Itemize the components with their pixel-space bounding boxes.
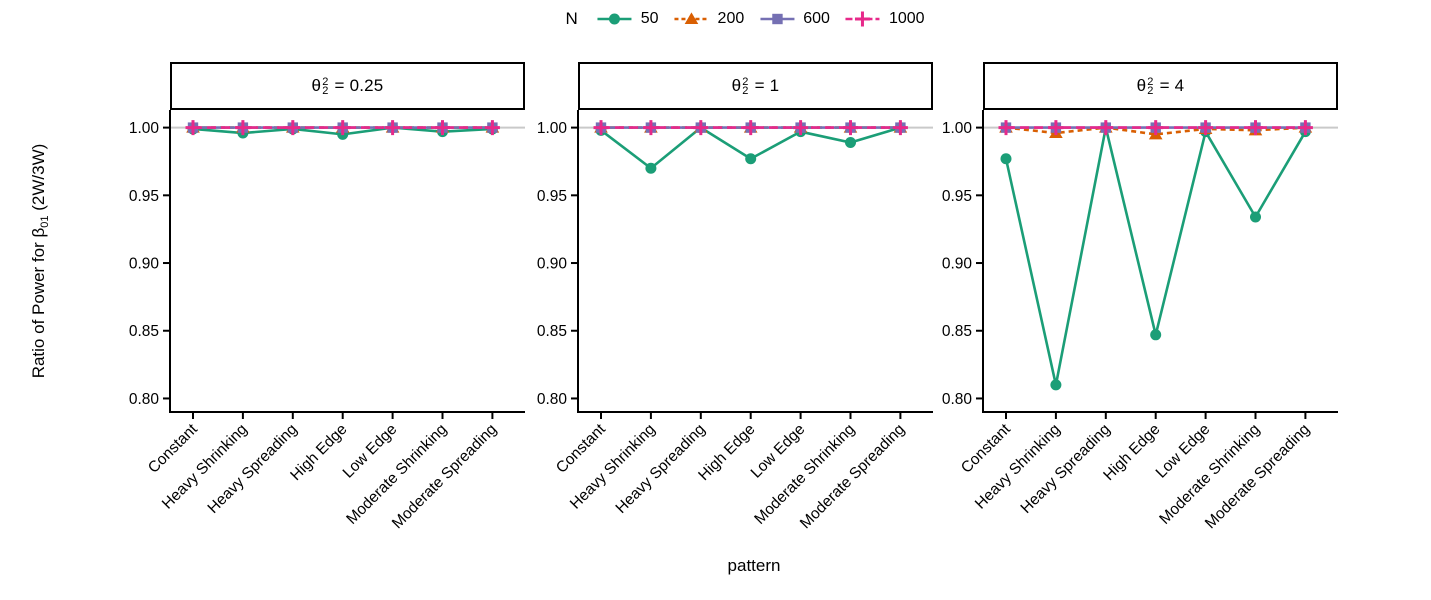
y-tick-label: 0.95 [942,188,972,205]
facet-value: = 4 [1159,76,1185,95]
y-tick-label: 0.85 [537,323,567,340]
y-tick-label: 0.90 [942,256,973,273]
point-1000 [843,120,858,136]
y-tick-label: 0.95 [537,188,567,205]
y-tick-label: 1.00 [129,120,160,137]
legend-key-circle-icon [597,13,632,25]
point-600 [772,13,783,25]
point-1000 [1098,120,1114,136]
point-1000 [185,120,201,136]
y-tick-label: 1.00 [942,120,973,137]
point-1000 [235,120,251,136]
point-50 [1150,329,1162,341]
legend-item-50: 50 [597,10,659,28]
point-1000 [693,120,709,136]
point-1000 [285,120,301,136]
facet-strip-theta-4: θ 2 2 = 4 [983,62,1338,110]
point-1000 [435,120,450,136]
facet-value: = 0.25 [334,76,384,95]
legend-label: 600 [803,10,830,27]
point-1000 [743,120,759,136]
x-tick-label: Heavy Shrinking [972,421,1064,513]
point-1000 [855,11,871,27]
legend-label: 50 [640,10,659,27]
y-tick-label: 0.80 [537,391,568,408]
x-tick-label: Heavy Spreading [613,421,709,517]
point-1000 [1248,120,1263,136]
facet-strip-theta-1: θ 2 2 = 1 [578,62,933,110]
x-tick-label: Heavy Spreading [1018,421,1114,517]
legend-key-triangle-icon [674,12,709,24]
legend-title: N [565,9,578,28]
point-1000 [484,120,500,136]
legend-item-200: 200 [674,10,745,28]
point-50 [1250,211,1261,223]
y-tick-label: 0.85 [942,323,972,340]
theta-symbol: θ [311,76,322,95]
y-tick-label: 0.80 [129,391,160,408]
point-1000 [1198,120,1214,136]
legend-key-plus-icon [845,11,880,27]
y-tick-label: 1.00 [537,120,568,137]
y-tick-label: 0.85 [129,323,159,340]
y-tick-label: 0.95 [129,188,159,205]
theta-symbol: θ [731,76,742,95]
point-50 [1050,379,1062,391]
legend-label: 1000 [888,10,925,27]
point-1000 [998,120,1014,136]
point-50 [745,153,757,165]
point-1000 [1297,120,1313,136]
x-tick-label: Heavy Spreading [205,421,301,517]
series-line-50 [1004,127,1307,386]
point-50 [645,162,657,174]
point-1000 [892,120,908,136]
point-1000 [643,120,659,136]
point-50 [609,13,621,25]
point-1000 [335,120,351,136]
legend-item-1000: 1000 [845,10,925,28]
legend-key-square-icon [760,13,795,25]
point-1000 [1048,120,1064,136]
point-200 [684,12,699,24]
theta-symbol: θ [1136,76,1147,95]
x-axis-title: pattern [727,556,781,575]
point-50 [1000,153,1012,165]
y-tick-label: 0.90 [537,256,568,273]
point-1000 [793,120,809,136]
point-1000 [593,120,609,136]
facet-value: = 1 [754,76,780,95]
point-50 [845,137,856,149]
point-1000 [385,120,401,136]
legend-label: 200 [717,10,745,27]
facet-strip-theta-0.25: θ 2 2 = 0.25 [170,62,525,110]
x-tick-label: Heavy Shrinking [567,421,659,513]
legend: N 50 200 600 1000 [565,9,924,29]
x-tick-label: Heavy Shrinking [159,421,251,513]
legend-item-600: 600 [759,10,830,28]
point-1000 [1148,120,1164,136]
y-tick-label: 0.90 [129,256,160,273]
y-tick-label: 0.80 [942,391,973,408]
